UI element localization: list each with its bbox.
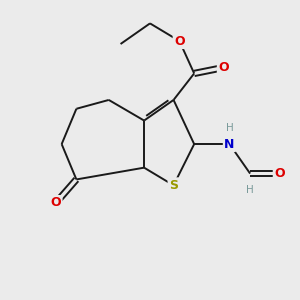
Text: O: O	[50, 196, 61, 209]
Text: O: O	[218, 61, 229, 74]
Text: N: N	[224, 138, 235, 151]
Text: H: H	[246, 185, 254, 195]
Text: O: O	[174, 34, 185, 48]
Text: H: H	[226, 123, 233, 133]
Text: O: O	[274, 167, 285, 180]
Text: S: S	[169, 179, 178, 192]
